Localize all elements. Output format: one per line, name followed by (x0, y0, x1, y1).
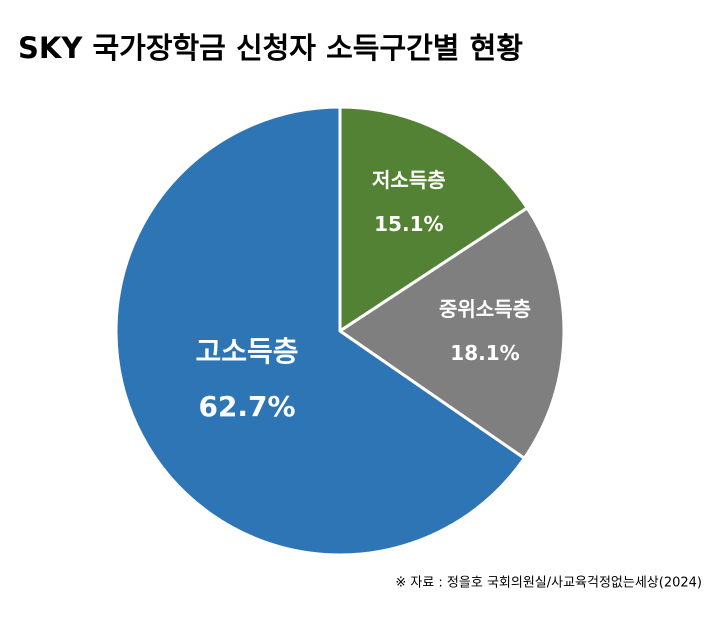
chart-title: SKY 국가장학금 신청자 소득구간별 현황 (18, 31, 523, 65)
slice-label: 중위소득층 (439, 297, 531, 321)
slice-label: 저소득층 (372, 168, 446, 192)
slice-label: 고소득층 (195, 335, 298, 368)
value-label: 15.1% (374, 212, 443, 236)
pie-slice (114, 105, 527, 557)
pie-slice (338, 105, 530, 334)
source-note: ※ 자료 : 정을호 국회의원실/사교육걱정없는세상(2024) (395, 576, 702, 591)
value-label: 18.1% (450, 341, 519, 365)
value-label: 62.7% (198, 390, 295, 423)
pie-slice (337, 205, 566, 461)
